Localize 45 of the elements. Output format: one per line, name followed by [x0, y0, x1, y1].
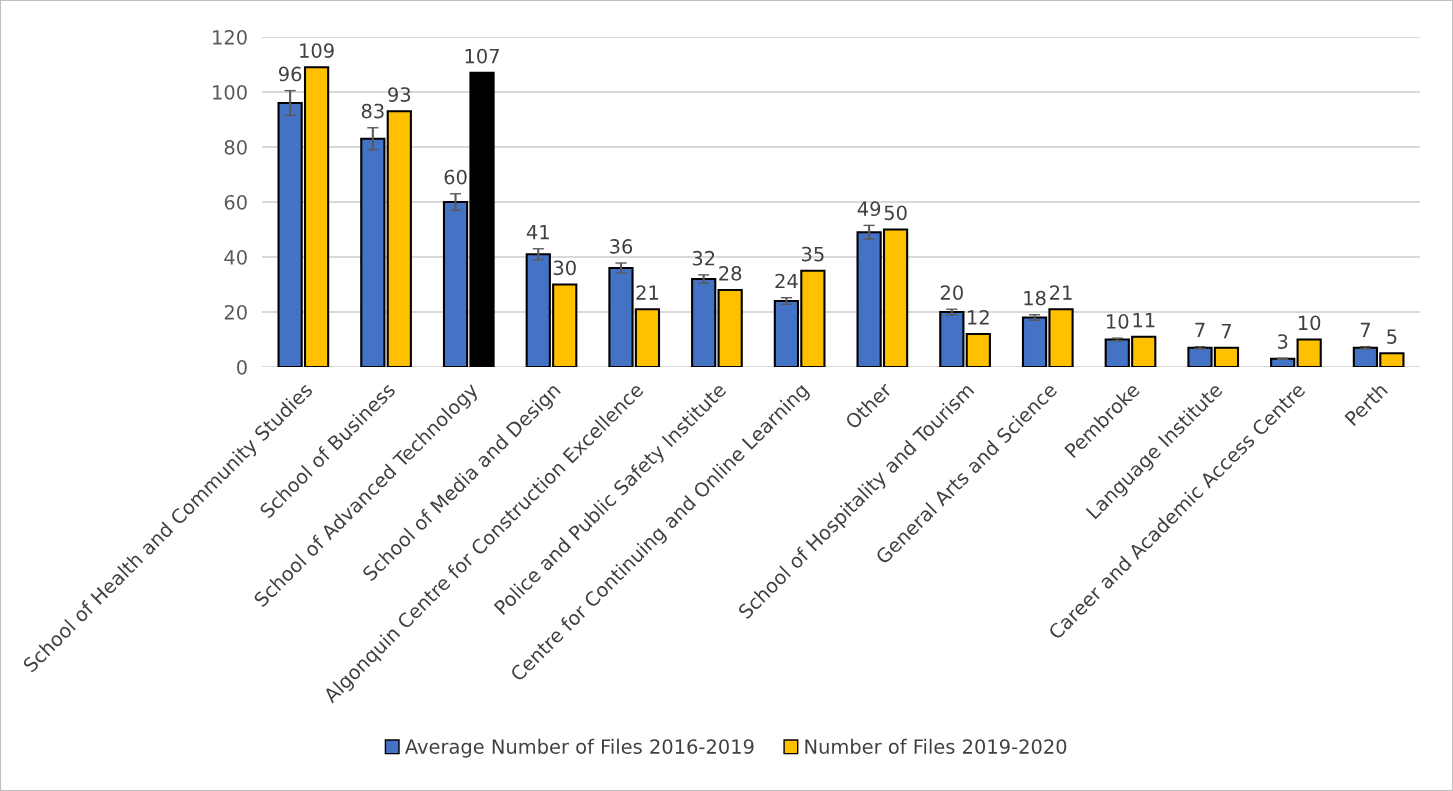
bar [386, 110, 412, 367]
data-label: 21 [1050, 285, 1072, 300]
y-tick-label: 20 [224, 304, 247, 320]
legend-label: Number of Files 2019-2020 [805, 738, 1067, 754]
legend-label: Average Number of Files 2016-2019 [405, 738, 754, 758]
y-tick-label: 100 [213, 84, 247, 100]
data-label: 3 [1277, 334, 1288, 349]
data-label: 32 [692, 250, 715, 266]
data-label: 12 [968, 309, 989, 325]
data-label: 11 [1133, 312, 1155, 328]
data-label: 24 [775, 273, 798, 289]
data-label: 30 [553, 260, 576, 276]
bar [965, 332, 991, 367]
bar [939, 310, 965, 367]
data-label: 41 [526, 224, 549, 240]
bar [1270, 357, 1296, 367]
data-label: 96 [278, 66, 302, 82]
data-label: 109 [300, 43, 334, 58]
data-label: 7 [1195, 322, 1205, 338]
data-label: 7 [1360, 322, 1370, 338]
data-label: 60 [444, 169, 467, 185]
bar [1296, 338, 1322, 367]
data-label: 18 [1024, 290, 1046, 306]
data-label: 7 [1221, 323, 1231, 339]
y-tick-label: 0 [237, 359, 247, 375]
data-label: 49 [857, 201, 881, 217]
data-label: 10 [1298, 315, 1321, 331]
data-label: 35 [801, 246, 824, 262]
bar [360, 137, 386, 367]
data-label: 83 [361, 103, 384, 119]
data-label: 10 [1107, 314, 1129, 329]
y-tick-label: 80 [224, 139, 247, 155]
data-label: 21 [636, 285, 659, 300]
data-label: 50 [884, 205, 907, 221]
data-label: 28 [719, 265, 742, 281]
y-tick-label: 60 [224, 194, 247, 210]
y-tick-label: 120 [213, 29, 247, 45]
data-label: 107 [465, 48, 499, 64]
bar [717, 288, 743, 367]
data-label: 36 [610, 239, 633, 254]
data-label: 5 [1387, 329, 1397, 344]
bar [691, 277, 717, 367]
data-label: 93 [388, 87, 411, 102]
y-tick-label: 40 [224, 249, 247, 265]
data-label: 20 [940, 285, 963, 300]
